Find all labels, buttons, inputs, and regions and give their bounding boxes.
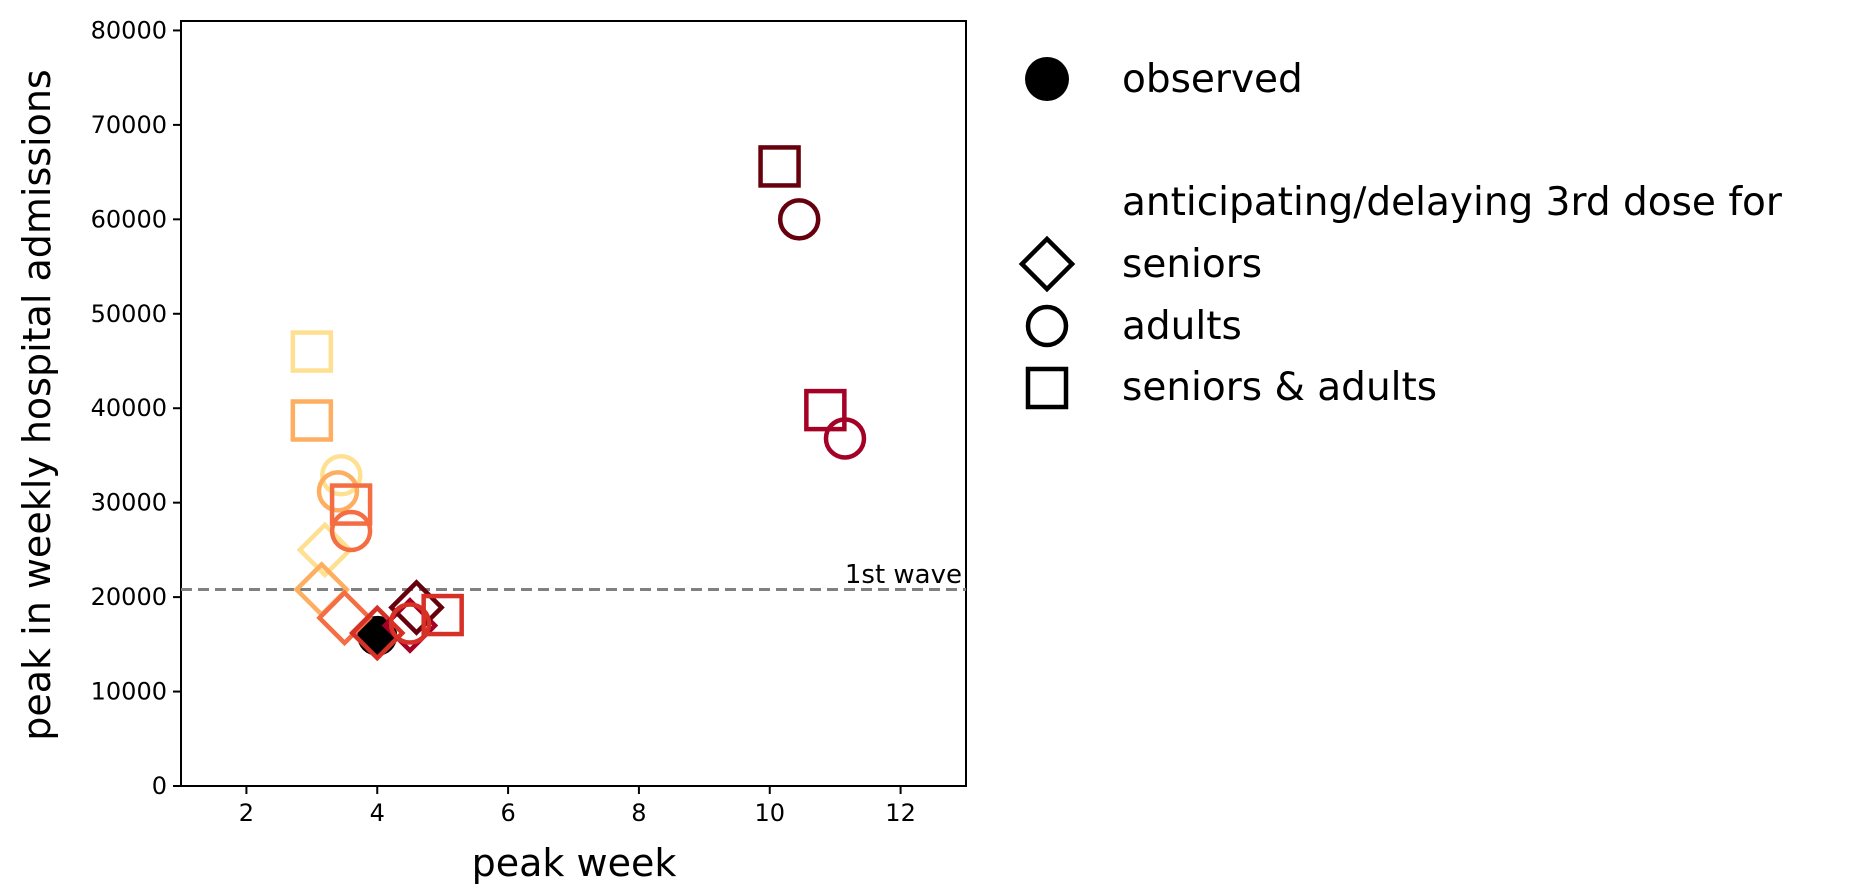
x-tick-label: 10 bbox=[754, 799, 785, 827]
y-tick-label: 50000 bbox=[91, 300, 167, 328]
reference-line-label: 1st wave bbox=[845, 560, 962, 590]
y-tick-label: 60000 bbox=[91, 205, 167, 233]
y-tick-label: 80000 bbox=[91, 16, 167, 44]
data-points bbox=[290, 145, 867, 662]
circle-point bbox=[329, 509, 373, 553]
x-tick-label: 8 bbox=[631, 799, 646, 827]
diamond-point bbox=[348, 604, 406, 662]
legend: observed anticipating/delaying 3rd dose … bbox=[1018, 57, 1783, 410]
diamond-point bbox=[296, 521, 354, 579]
y-axis: 0 10000 20000 30000 40000 50000 60000 70000 8000… bbox=[91, 16, 181, 800]
y-axis-label: peak in weekly hospital admissions bbox=[15, 69, 59, 740]
x-tick-label: 6 bbox=[500, 799, 515, 827]
diamond-point bbox=[316, 589, 373, 647]
x-tick-label: 4 bbox=[370, 799, 385, 827]
y-tick-label: 70000 bbox=[91, 111, 167, 139]
x-axis-label: peak week bbox=[472, 841, 677, 885]
circle-point bbox=[388, 602, 432, 645]
square-point bbox=[290, 330, 334, 373]
legend-marker-observed bbox=[1025, 57, 1069, 101]
legend-marker-adults bbox=[1025, 304, 1069, 348]
square-point bbox=[421, 593, 464, 637]
circle-point bbox=[316, 470, 360, 513]
square-point bbox=[758, 145, 801, 188]
circle-point bbox=[320, 454, 363, 497]
plot-area bbox=[180, 20, 967, 787]
plot-frame bbox=[180, 20, 967, 787]
legend-marker-seniors bbox=[1018, 235, 1076, 293]
square-point bbox=[329, 483, 373, 526]
y-tick-label: 20000 bbox=[91, 583, 167, 611]
legend-marker-seniors-adults bbox=[1025, 366, 1069, 410]
circle-point bbox=[777, 198, 821, 241]
y-tick-label: 30000 bbox=[91, 489, 167, 517]
legend-label-seniors: seniors bbox=[1122, 242, 1262, 287]
square-point bbox=[290, 399, 334, 442]
diamond-point bbox=[388, 579, 445, 636]
x-tick-label: 2 bbox=[239, 799, 254, 827]
x-axis: 2 4 6 8 10 12 bbox=[239, 786, 916, 827]
y-tick-label: 10000 bbox=[91, 678, 167, 706]
legend-group-title: anticipating/delaying 3rd dose for bbox=[1122, 180, 1783, 225]
legend-label-observed: observed bbox=[1122, 57, 1303, 102]
y-tick-label: 40000 bbox=[91, 394, 167, 422]
legend-label-seniors-adults: seniors & adults bbox=[1122, 365, 1437, 410]
y-tick-label: 0 bbox=[152, 772, 167, 800]
square-point bbox=[804, 388, 847, 432]
x-tick-label: 12 bbox=[885, 799, 916, 827]
legend-label-adults: adults bbox=[1122, 304, 1242, 349]
